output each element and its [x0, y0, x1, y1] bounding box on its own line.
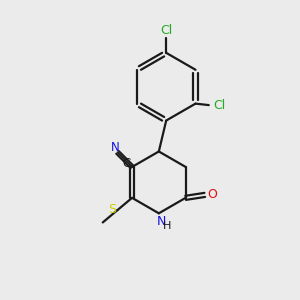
Text: H: H: [163, 221, 171, 231]
Text: N: N: [157, 215, 166, 228]
Text: Cl: Cl: [160, 24, 172, 37]
Text: O: O: [207, 188, 217, 201]
Text: C: C: [122, 157, 130, 170]
Text: Cl: Cl: [214, 99, 226, 112]
Text: N: N: [111, 141, 119, 154]
Text: S: S: [108, 203, 116, 216]
